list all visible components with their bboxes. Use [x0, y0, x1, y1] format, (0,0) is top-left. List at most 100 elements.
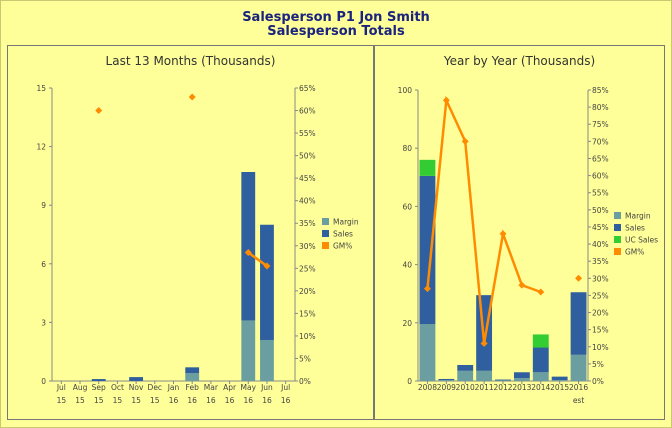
legend-swatch — [614, 224, 621, 231]
x-tick-label: 16 — [169, 396, 179, 405]
bar-margin — [513, 378, 530, 381]
bar-sales — [419, 175, 436, 325]
y2-tick-label: 15% — [592, 326, 609, 335]
bar-margin — [185, 373, 200, 381]
x-tick-label: May — [241, 383, 257, 392]
y2-tick-label: 60% — [592, 172, 609, 181]
x-tick-label: Dec — [148, 383, 163, 392]
x-tick-label: 2014 — [531, 383, 550, 392]
bar-sales — [241, 171, 256, 321]
gm-point — [188, 93, 196, 101]
bar-uc-sales — [532, 334, 549, 348]
gm-point — [244, 249, 252, 257]
legend-swatch — [614, 212, 621, 219]
y2-tick-label: 15% — [299, 309, 316, 318]
bar-sales — [513, 372, 530, 379]
chart-panel-monthly: Last 13 Months (Thousands) 0 3 6 9 12 15 0% 5% 1… — [7, 45, 374, 420]
y2-tick-label: 45% — [592, 223, 609, 232]
x-tick-label: 15 — [113, 396, 123, 405]
gm-point — [95, 107, 103, 115]
x-tick-label: 15 — [94, 396, 104, 405]
gm-point — [575, 274, 583, 282]
x-tick-label: 2012 — [493, 383, 512, 392]
y-tick-label: 3 — [41, 318, 46, 327]
legend-swatch — [322, 230, 329, 237]
y-tick-label: 80 — [402, 144, 412, 153]
bar-sales — [438, 378, 455, 381]
y2-tick-label: 30% — [299, 242, 316, 251]
gm-point — [518, 281, 526, 289]
gm-point — [480, 339, 488, 347]
x-tick-label: 2015 — [550, 383, 569, 392]
y2-tick-label: 30% — [592, 274, 609, 283]
y2-tick-label: 5% — [299, 354, 311, 363]
x-tick-label: 16 — [187, 396, 197, 405]
y-tick-label: 20 — [402, 319, 412, 328]
bar-margin — [532, 372, 549, 381]
chart-panel-yearly: Year by Year (Thousands) 0 20 40 60 80 100 0% 5… — [374, 45, 665, 420]
y2-tick-label: 10% — [592, 343, 609, 352]
y2-tick-label: 45% — [299, 174, 316, 183]
y2-tick-label: 5% — [592, 360, 604, 369]
y2-tick-label: 40% — [592, 240, 609, 249]
report-header: Salesperson P1 Jon Smith Salesperson Tot… — [0, 11, 672, 39]
bar-sales — [260, 224, 274, 340]
y2-tick-label: 25% — [592, 291, 609, 300]
y2-tick-label: 40% — [299, 197, 316, 206]
legend-label: GM% — [333, 242, 352, 251]
x-tick-label: Mar — [204, 383, 219, 392]
y-tick-label: 40 — [402, 261, 412, 270]
y2-tick-label: 60% — [299, 107, 316, 116]
x-tick-label: 16 — [281, 396, 291, 405]
report-subtitle: Salesperson Totals — [267, 24, 405, 39]
chart-yearly: 0 20 40 60 80 100 0% 5% 10% 15% 20% 25% 30% 35% 40% 45%… — [398, 86, 658, 405]
y2-tick-label: 85% — [592, 86, 609, 95]
legend-label: Sales — [333, 230, 353, 239]
legend-swatch — [614, 236, 621, 243]
legend-label: Margin — [625, 212, 651, 221]
y2-tick-label: 10% — [299, 332, 316, 341]
y2-tick-label: 70% — [592, 137, 609, 146]
y2-tick-label: 50% — [299, 152, 316, 161]
bar-margin — [476, 370, 493, 381]
x-tick-label: Oct — [111, 383, 124, 392]
bar-sales — [532, 347, 549, 373]
legend-label: Margin — [333, 218, 359, 227]
y-tick-label: 0 — [41, 377, 46, 386]
bar-sales — [551, 376, 568, 381]
bar-margin — [260, 339, 274, 381]
bar-margin — [551, 380, 568, 381]
y-tick-label: 100 — [398, 86, 413, 95]
x-tick-label: 2009 — [437, 383, 456, 392]
bar-sales — [185, 367, 200, 374]
y2-tick-label: 55% — [592, 189, 609, 198]
y2-tick-label: 55% — [299, 129, 316, 138]
x-tick-label: 2008 — [418, 383, 437, 392]
y2-tick-label: 80% — [592, 103, 609, 112]
y-tick-label: 9 — [41, 201, 46, 210]
y2-tick-label: 75% — [592, 120, 609, 129]
bar-sales — [129, 377, 144, 381]
x-tick-label: 15 — [75, 396, 85, 405]
y-tick-label: 60 — [402, 202, 412, 211]
x-tick-label: Jul — [280, 383, 290, 392]
legend-label: Sales — [625, 224, 645, 233]
chart-title: Year by Year (Thousands) — [443, 54, 596, 68]
y-tick-label: 0 — [407, 377, 412, 386]
x-tick-label: Sep — [92, 383, 106, 392]
bar-margin — [457, 370, 474, 381]
x-tick-label: 2011 — [475, 383, 494, 392]
x-tick-label: Feb — [186, 383, 200, 392]
x-tick-label: 16 — [243, 396, 253, 405]
gm-point — [263, 262, 271, 270]
x-tick-label: Jun — [260, 383, 273, 392]
y-tick-label: 12 — [36, 143, 46, 152]
gm-point — [442, 96, 450, 104]
bar-uc-sales — [419, 159, 436, 176]
gm-point — [499, 230, 507, 238]
x-tick-label: 2010 — [456, 383, 475, 392]
x-tick-label: Apr — [223, 383, 237, 392]
y2-tick-label: 0% — [592, 377, 604, 386]
gm-point — [537, 288, 545, 296]
bar-margin — [495, 380, 511, 381]
